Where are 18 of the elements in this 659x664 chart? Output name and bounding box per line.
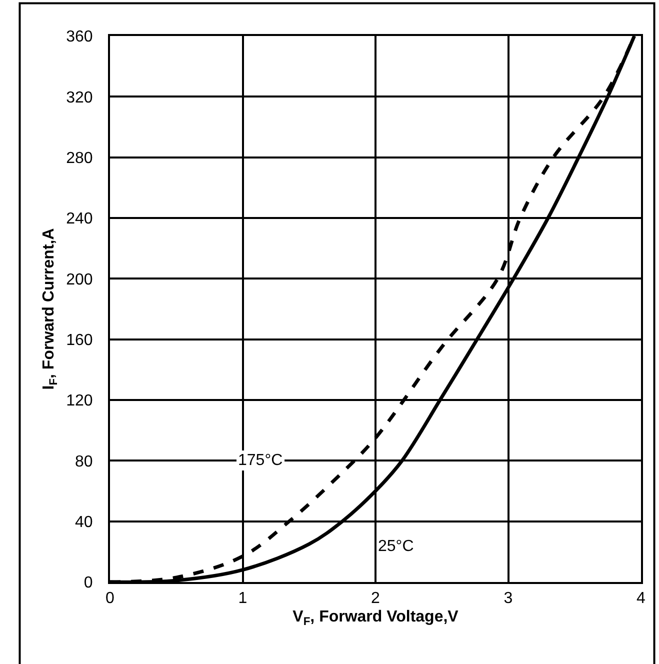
- y-tick-label: 200: [66, 271, 93, 288]
- y-tick-label: 240: [66, 210, 93, 228]
- y-tick-label: 320: [66, 89, 93, 106]
- x-axis-title: V$_{F}$, Forward Voltage,V: [292, 608, 459, 628]
- y-tick-label: 360: [66, 28, 93, 46]
- y-tick-label: 160: [66, 332, 93, 349]
- x-tick-label: 3: [504, 590, 513, 608]
- x-tick-label: 0: [106, 590, 115, 608]
- y-tick-label: 0: [84, 574, 93, 592]
- y-tick-label: 280: [66, 150, 93, 167]
- y-tick-label: 120: [66, 392, 93, 410]
- y-tick-label: 80: [75, 453, 93, 470]
- text: 175°C: [238, 452, 283, 469]
- x-tick-label: 4: [636, 590, 646, 608]
- x-tick-label: 1: [238, 590, 248, 608]
- x-tick-label: 2: [371, 590, 380, 608]
- text: 25°C: [378, 538, 414, 555]
- y-tick-label: 40: [75, 514, 93, 531]
